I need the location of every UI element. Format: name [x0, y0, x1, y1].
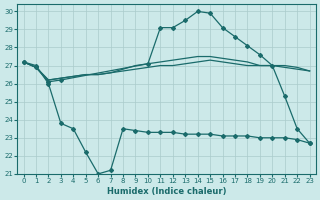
- X-axis label: Humidex (Indice chaleur): Humidex (Indice chaleur): [107, 187, 226, 196]
